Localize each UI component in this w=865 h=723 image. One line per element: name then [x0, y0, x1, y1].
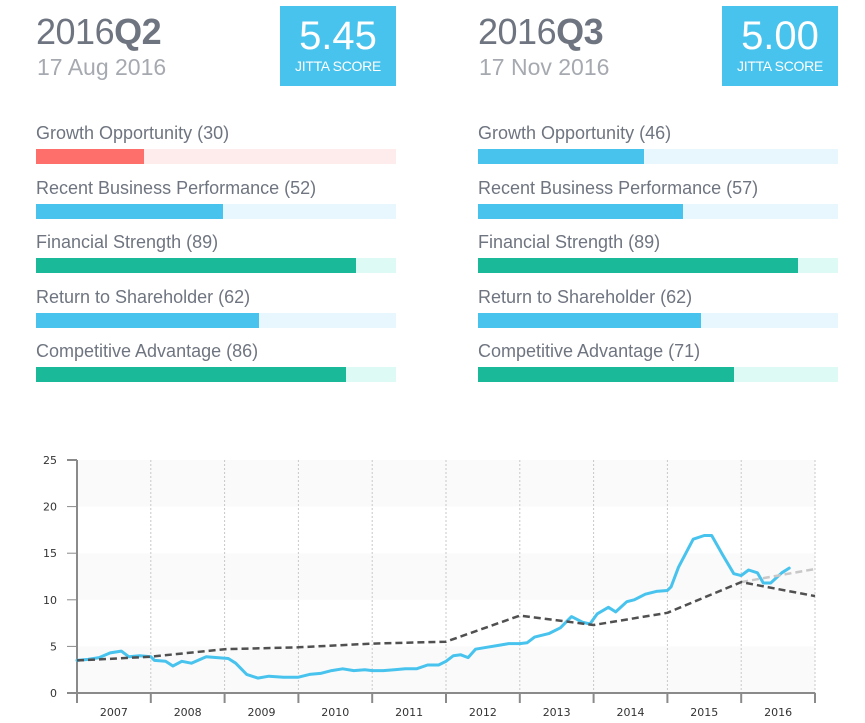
metric-row: Growth Opportunity (30): [36, 122, 396, 164]
x-tick-label: 2008: [174, 706, 202, 719]
metric-label: Competitive Advantage (71): [478, 341, 701, 361]
metric-bar-track: [36, 149, 396, 164]
metric-row: Growth Opportunity (46): [478, 122, 838, 164]
jitta-score-value: 5.45: [299, 14, 377, 58]
metric-bar-track: [36, 367, 396, 382]
x-tick-label: 2009: [248, 706, 276, 719]
x-tick-label: 2010: [321, 706, 349, 719]
jitta-score-badge: 5.45 JITTA SCORE: [280, 6, 396, 86]
metric-bar-fill: [36, 258, 357, 273]
metric-bar-fill: [478, 258, 799, 273]
metric-bar-fill: [36, 312, 260, 328]
quarter-year: 2016: [478, 11, 557, 52]
metric-row: Recent Business Performance (52): [36, 177, 396, 219]
metric-bar-fill: [478, 312, 702, 328]
quarter-date: 17 Nov 2016: [479, 54, 610, 80]
metric-label: Growth Opportunity (30): [36, 123, 230, 143]
metric-bar-fill: [478, 149, 644, 164]
price-chart-svg: 0 5 10 15 20 25 2007 2008 2009 2010 2011 2012 2013 20…: [43, 454, 816, 719]
jitta-score-label: JITTA SCORE: [737, 58, 823, 74]
metric-bar-track: [36, 312, 396, 328]
quarter-title: 2016Q2: [36, 11, 162, 52]
metric-row: Return to Shareholder (62): [36, 286, 396, 328]
y-tick-label: 10: [43, 594, 57, 607]
metric-label: Growth Opportunity (46): [478, 123, 672, 143]
x-tick-label: 2014: [617, 706, 645, 719]
x-tick-label: 2012: [469, 706, 497, 719]
jitta-score-badge: 5.00 JITTA SCORE: [722, 6, 838, 86]
metric-label: Return to Shareholder (62): [36, 286, 251, 307]
x-tick-label: 2013: [543, 706, 571, 719]
y-tick-label: 25: [43, 454, 57, 467]
x-tick-label: 2011: [395, 706, 423, 719]
metric-row: Competitive Advantage (86): [36, 340, 396, 382]
series-line-jitta-line-projection: [740, 567, 816, 584]
metric-bar-track: [36, 258, 396, 273]
x-tick-label: 2015: [690, 706, 718, 719]
metric-bar-track: [36, 203, 396, 219]
metric-bar-track: [478, 203, 838, 219]
grid-band: [77, 460, 815, 507]
metric-row: Competitive Advantage (71): [478, 340, 838, 382]
quarter-date: 17 Aug 2016: [37, 54, 167, 80]
metric-bar-track: [478, 312, 838, 328]
series-line-jitta-line: [76, 580, 816, 662]
metric-label: Financial Strength (89): [478, 232, 661, 252]
metric-bar-fill: [36, 203, 224, 219]
metric-row: Financial Strength (89): [36, 231, 396, 273]
metric-label: Recent Business Performance (57): [478, 177, 759, 198]
y-tick-label: 20: [43, 501, 57, 514]
metric-row: Recent Business Performance (57): [478, 177, 838, 219]
metric-bar-fill: [478, 367, 734, 382]
metric-bar-fill: [36, 367, 346, 382]
y-tick-label: 15: [43, 547, 57, 560]
metric-row: Financial Strength (89): [478, 231, 838, 273]
quarter-year: 2016: [36, 11, 115, 52]
quarter-label: Q3: [556, 11, 604, 52]
metric-label: Return to Shareholder (62): [478, 286, 693, 307]
metric-bar-track: [478, 367, 838, 382]
metric-bar-track: [478, 258, 838, 273]
grid-band: [77, 599, 815, 647]
metric-label: Recent Business Performance (52): [36, 177, 317, 198]
x-tick-label: 2016: [764, 706, 792, 719]
series-line-price: [75, 534, 791, 680]
price-chart: 0 5 10 15 20 25 2007 2008 2009 2010 2011 2012 2013 20…: [0, 440, 865, 723]
metric-label: Financial Strength (89): [36, 232, 219, 252]
metric-bar-fill: [36, 149, 144, 164]
metric-row: Return to Shareholder (62): [478, 286, 838, 328]
quarter-label: Q2: [114, 11, 162, 52]
x-tick-label: 2007: [100, 706, 128, 719]
metric-label: Competitive Advantage (86): [36, 341, 259, 361]
y-tick-label: 5: [50, 640, 57, 653]
metric-bar-track: [478, 149, 838, 164]
quarter-title: 2016Q3: [478, 11, 604, 52]
jitta-score-label: JITTA SCORE: [295, 58, 381, 74]
y-tick-label: 0: [50, 687, 57, 700]
metric-bar-fill: [478, 203, 684, 219]
jitta-score-value: 5.00: [741, 14, 819, 58]
